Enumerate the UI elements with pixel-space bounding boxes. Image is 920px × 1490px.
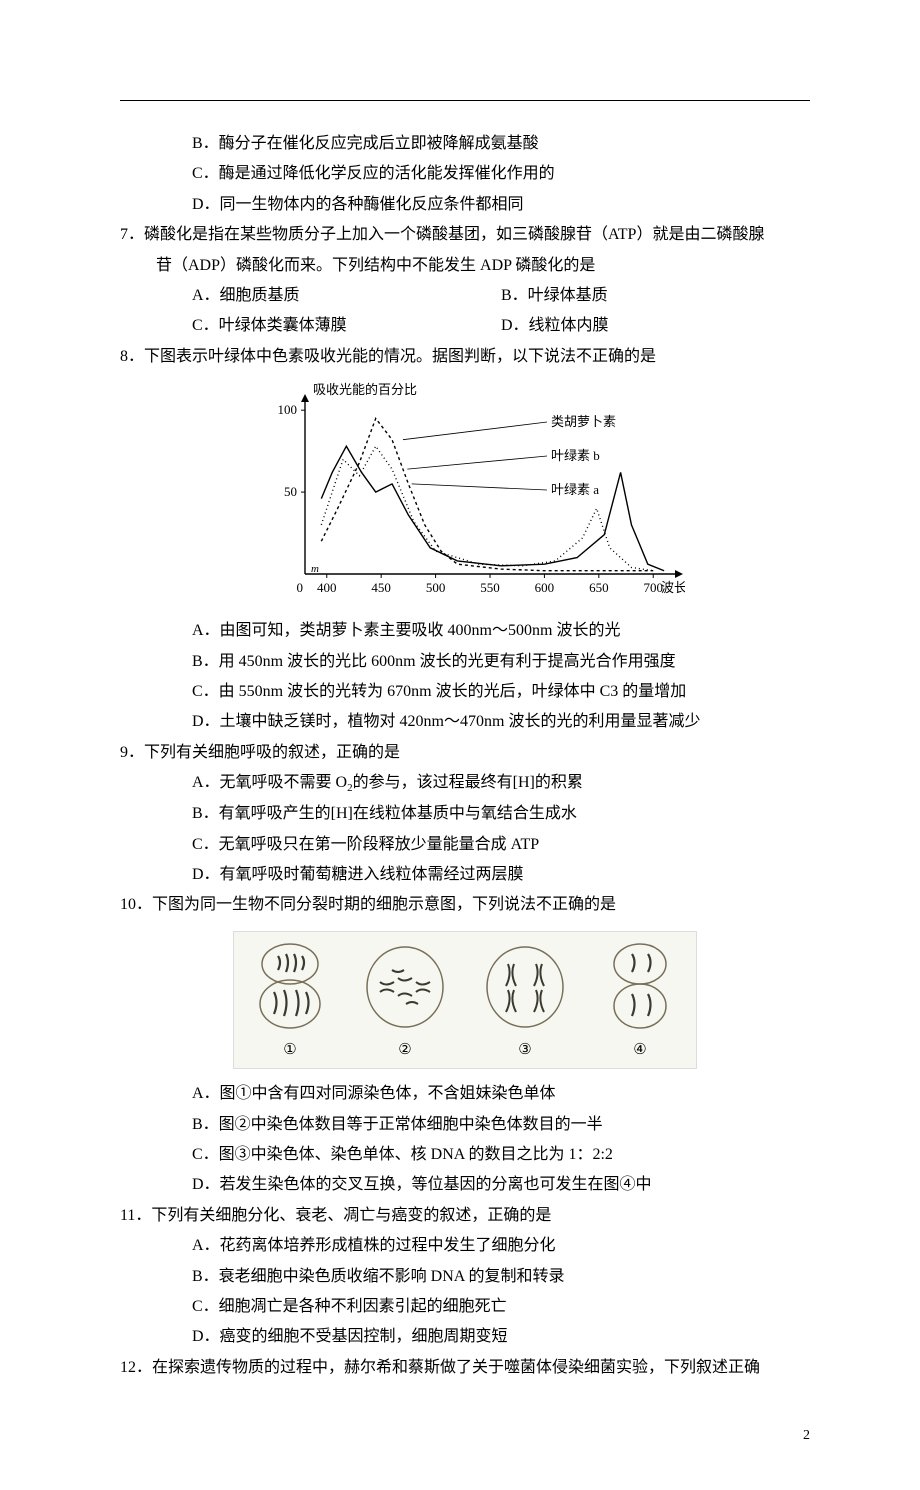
q11-option-a: A．花药离体培养形成植株的过程中发生了细胞分化 — [120, 1231, 810, 1261]
q6-option-d: D．同一生物体内的各种酶催化反应条件都相同 — [120, 190, 810, 220]
q6-option-b: B．酶分子在催化反应完成后立即被降解成氨基酸 — [120, 129, 810, 159]
svg-text:100: 100 — [278, 402, 298, 417]
q9-stem: 9．下列有关细胞呼吸的叙述，正确的是 — [120, 738, 810, 768]
q7-stem-line2: 苷（ADP）磷酸化而来。下列结构中不能发生 ADP 磷酸化的是 — [120, 251, 810, 281]
q8-option-d: D．土壤中缺乏镁时，植物对 420nm～470nm 波长的光的利用量显著减少 — [120, 707, 810, 737]
svg-text:500: 500 — [426, 580, 446, 595]
q9-a-pre: A．无氧呼吸不需要 O — [192, 774, 347, 791]
cell-3-svg — [484, 942, 566, 1032]
cell-2-label: ② — [398, 1036, 411, 1065]
svg-text:550: 550 — [480, 580, 500, 595]
q11-option-c: C．细胞凋亡是各种不利因素引起的细胞死亡 — [120, 1292, 810, 1322]
q6-option-c: C．酶是通过降低化学反应的活化能发挥催化作用的 — [120, 159, 810, 189]
q11-option-d: D．癌变的细胞不受基因控制，细胞周期变短 — [120, 1322, 810, 1352]
svg-text:600: 600 — [535, 580, 555, 595]
q10-option-a: A．图①中含有四对同源染色体，不含姐妹染色单体 — [120, 1079, 810, 1109]
svg-text:叶绿素 b: 叶绿素 b — [551, 448, 600, 463]
cell-3: ③ — [484, 942, 566, 1065]
svg-text:50: 50 — [284, 484, 297, 499]
q11-option-b: B．衰老细胞中染色质收缩不影响 DNA 的复制和转录 — [120, 1262, 810, 1292]
svg-text:波长/nm: 波长/nm — [661, 580, 685, 595]
svg-text:叶绿素 a: 叶绿素 a — [551, 482, 599, 497]
q10-stem: 10．下图为同一生物不同分裂时期的细胞示意图，下列说法不正确的是 — [120, 890, 810, 920]
q7-option-b: B．叶绿体基质 — [501, 281, 810, 311]
svg-text:650: 650 — [589, 580, 609, 595]
q7-option-c: C．叶绿体类囊体薄膜 — [192, 311, 501, 341]
svg-text:400: 400 — [317, 580, 337, 595]
svg-text:m: m — [311, 563, 319, 575]
cell-1-label: ① — [283, 1036, 296, 1065]
q7-option-d: D．线粒体内膜 — [501, 311, 810, 341]
cell-4: ④ — [604, 942, 676, 1065]
q8-chart: 吸收光能的百分比501000400450500550600650700波长/nm… — [120, 378, 810, 608]
svg-text:450: 450 — [371, 580, 391, 595]
cell-2-svg — [364, 942, 446, 1032]
q10-cells-figure: ① ② — [120, 931, 810, 1070]
header-rule — [120, 100, 810, 101]
q8-stem: 8．下图表示叶绿体中色素吸收光能的情况。据图判断，以下说法不正确的是 — [120, 342, 810, 372]
svg-text:吸收光能的百分比: 吸收光能的百分比 — [313, 382, 417, 397]
q9-a-post: 的参与，该过程最终有[H]的积累 — [353, 774, 583, 791]
q12-stem: 12．在探索遗传物质的过程中，赫尔希和蔡斯做了关于噬菌体侵染细菌实验，下列叙述正… — [120, 1353, 810, 1383]
q9-option-b: B．有氧呼吸产生的[H]在线粒体基质中与氧结合生成水 — [120, 799, 810, 829]
page-number: 2 — [120, 1423, 810, 1450]
q10-option-b: B．图②中染色体数目等于正常体细胞中染色体数目的一半 — [120, 1110, 810, 1140]
cell-2: ② — [364, 942, 446, 1065]
q10-option-d: D．若发生染色体的交叉互换，等位基因的分离也可发生在图④中 — [120, 1170, 810, 1200]
q7-option-a: A．细胞质基质 — [192, 281, 501, 311]
absorption-chart-svg: 吸收光能的百分比501000400450500550600650700波长/nm… — [245, 378, 685, 608]
cell-4-label: ④ — [633, 1036, 646, 1065]
q10-option-c: C．图③中染色体、染色单体、核 DNA 的数目之比为 1：2:2 — [120, 1140, 810, 1170]
cell-1: ① — [254, 942, 326, 1065]
svg-text:0: 0 — [297, 580, 304, 595]
q8-option-b: B．用 450nm 波长的光比 600nm 波长的光更有利于提高光合作用强度 — [120, 647, 810, 677]
cell-3-label: ③ — [518, 1036, 531, 1065]
cell-4-svg — [604, 942, 676, 1032]
svg-text:类胡萝卜素: 类胡萝卜素 — [551, 414, 616, 429]
q11-stem: 11．下列有关细胞分化、衰老、凋亡与癌变的叙述，正确的是 — [120, 1201, 810, 1231]
q9-option-a: A．无氧呼吸不需要 O2的参与，该过程最终有[H]的积累 — [120, 768, 810, 799]
q7-stem-line1: 7．磷酸化是指在某些物质分子上加入一个磷酸基团，如三磷酸腺苷（ATP）就是由二磷… — [120, 220, 810, 250]
cell-1-svg — [254, 942, 326, 1032]
q9-option-d: D．有氧呼吸时葡萄糖进入线粒体需经过两层膜 — [120, 860, 810, 890]
q8-option-a: A．由图可知，类胡萝卜素主要吸收 400nm～500nm 波长的光 — [120, 616, 810, 646]
q9-option-c: C．无氧呼吸只在第一阶段释放少量能量合成 ATP — [120, 830, 810, 860]
q8-option-c: C．由 550nm 波长的光转为 670nm 波长的光后，叶绿体中 C3 的量增… — [120, 677, 810, 707]
